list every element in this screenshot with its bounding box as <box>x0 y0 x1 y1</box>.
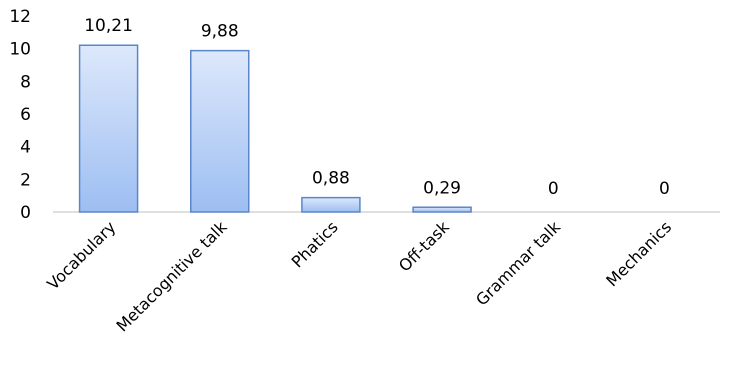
data-label: 10,21 <box>84 16 133 36</box>
data-label: 0,88 <box>312 169 350 189</box>
category-label: Vocabulary <box>43 217 119 293</box>
data-label: 0 <box>659 179 670 199</box>
y-tick-label: 0 <box>20 203 31 223</box>
category-label: Phatics <box>288 217 342 271</box>
bar <box>78 44 139 213</box>
category-label: Mechanics <box>602 217 675 290</box>
y-tick-label: 10 <box>9 40 31 60</box>
y-tick-label: 2 <box>20 170 31 190</box>
category-label: Grammar talk <box>472 217 565 310</box>
data-label: 0 <box>548 179 559 199</box>
y-tick-label: 8 <box>20 72 31 92</box>
y-tick-label: 4 <box>20 138 31 158</box>
category-label: Metacognitive talk <box>113 217 232 336</box>
y-tick-label: 12 <box>9 7 31 27</box>
y-axis: 0 2 4 6 8 10 12 <box>9 7 31 223</box>
bar <box>190 49 250 213</box>
data-label: 9,88 <box>201 22 239 42</box>
bars <box>78 44 472 213</box>
data-labels: 10,21 9,88 0,88 0,29 0 0 <box>84 16 670 199</box>
bar <box>301 196 361 213</box>
y-tick-label: 6 <box>20 105 31 125</box>
category-label: Off-task <box>395 217 454 276</box>
bar <box>412 206 472 213</box>
data-label: 0,29 <box>423 178 461 198</box>
